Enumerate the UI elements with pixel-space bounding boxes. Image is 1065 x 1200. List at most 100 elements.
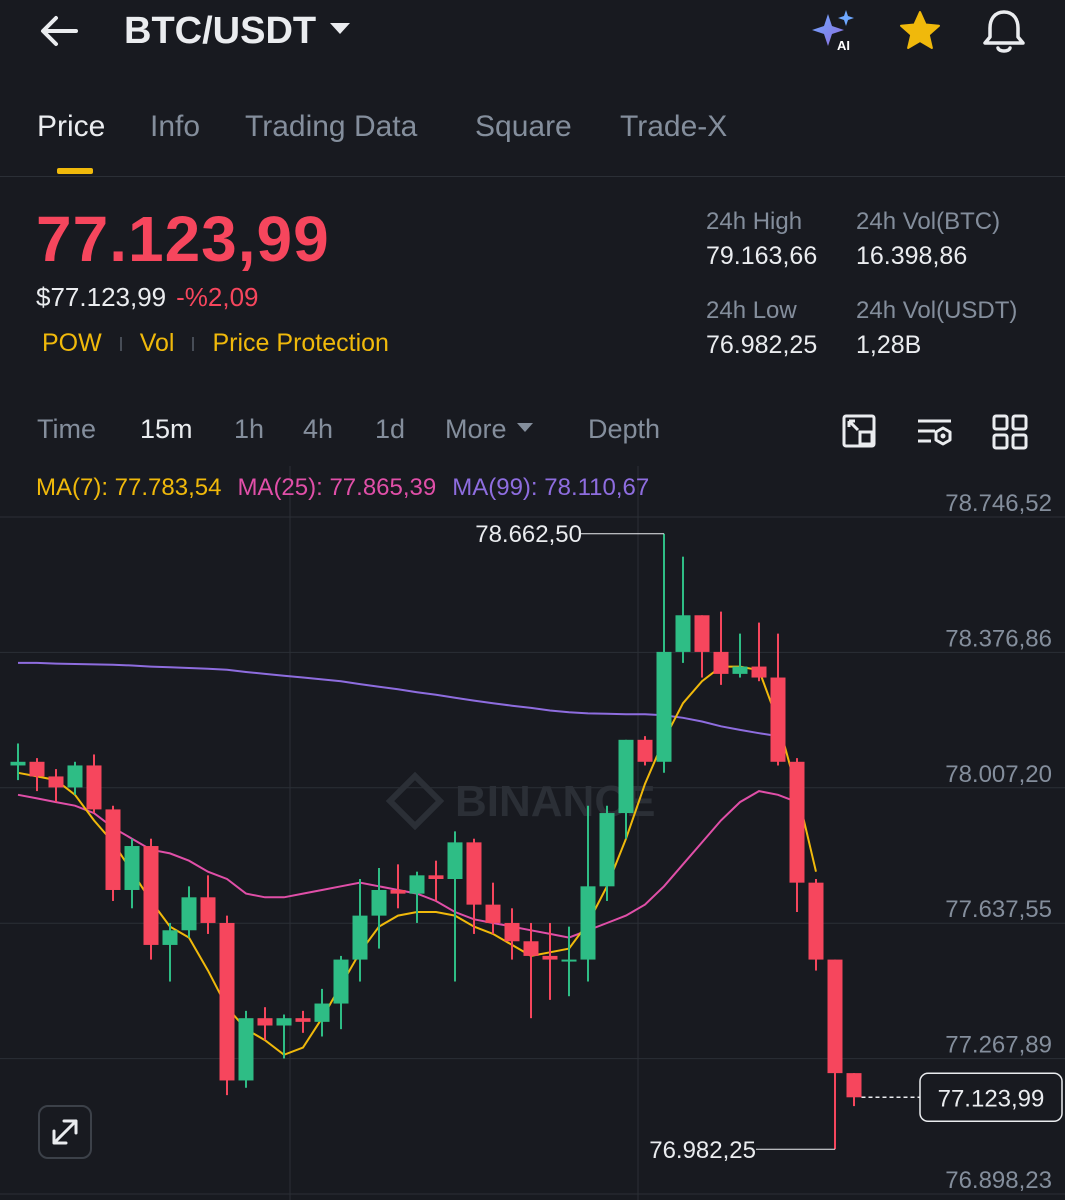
tab-trading-data[interactable]: Trading Data [245, 110, 418, 143]
candle [181, 886, 197, 938]
tab-square[interactable]: Square [475, 110, 572, 143]
candle-body [143, 846, 159, 945]
candle [656, 533, 672, 773]
candle [751, 622, 767, 682]
candle [713, 611, 729, 685]
candle-body [295, 1018, 311, 1022]
interval-15m[interactable]: 15m [140, 414, 193, 444]
interval-time[interactable]: Time [37, 414, 96, 444]
candle-body [352, 915, 368, 960]
high-marker-label: 78.662,50 [475, 521, 582, 548]
candle-body [124, 846, 140, 890]
candle [390, 864, 406, 909]
candle-body [675, 615, 691, 652]
candle-body [276, 1018, 292, 1026]
price-change: -%2,09 [176, 282, 259, 312]
y-axis-tick: 78.746,52 [945, 490, 1052, 517]
tab-price[interactable]: Price [37, 110, 106, 143]
candle-body [390, 889, 406, 894]
y-axis-tick: 77.637,55 [945, 896, 1052, 923]
tag-pow[interactable]: POW [42, 329, 102, 357]
current-price-label: 77.123,99 [938, 1085, 1045, 1112]
tag-vol[interactable]: Vol [139, 329, 175, 357]
tab-info[interactable]: Info [150, 110, 201, 143]
y-axis-tick: 77.267,89 [945, 1032, 1052, 1059]
pair-selector[interactable]: BTC/USDT [124, 8, 351, 54]
candle [846, 1073, 862, 1107]
candle-body [181, 897, 197, 931]
candle [276, 1014, 292, 1059]
candle-body [561, 959, 577, 962]
layout-grid-icon[interactable] [990, 412, 1030, 452]
candle-body [637, 739, 653, 762]
interval-bar: Time 15m 1h 4h 1d More Depth [0, 402, 1065, 462]
candle [770, 633, 786, 766]
stat-high-label: 24h High [706, 208, 803, 235]
pair-label: BTC/USDT [124, 10, 317, 52]
back-arrow-icon[interactable] [36, 8, 86, 54]
stat-low-value: 76.982,25 [706, 331, 818, 359]
candle-body [466, 842, 482, 905]
ai-sparkle-icon[interactable]: AI [808, 8, 860, 54]
candle [485, 882, 501, 934]
interval-1h[interactable]: 1h [234, 414, 265, 444]
indicator-settings-icon[interactable] [915, 412, 955, 452]
caret-down-icon [516, 423, 533, 433]
caret-down-icon [330, 23, 351, 35]
candle [409, 871, 425, 923]
tab-trade-x[interactable]: Trade-X [620, 110, 728, 143]
tag-price-protection[interactable]: Price Protection [212, 329, 389, 357]
fiat-price: $77.123,99 [36, 282, 167, 312]
expand-chart-icon[interactable] [38, 1105, 92, 1159]
candle [314, 988, 330, 1037]
candle [523, 922, 539, 1019]
interval-4h[interactable]: 4h [303, 414, 334, 444]
ma99-line [18, 661, 779, 738]
candle-body [371, 889, 387, 916]
candle [504, 908, 520, 960]
interval-depth[interactable]: Depth [588, 414, 661, 444]
bell-icon[interactable] [978, 6, 1030, 56]
y-axis-tick: 78.376,86 [945, 625, 1052, 652]
candle-body [200, 897, 216, 923]
candle [10, 743, 26, 781]
candle-body [238, 1018, 254, 1081]
candle-body [333, 959, 349, 1004]
candle-body [808, 882, 824, 960]
candle [637, 736, 653, 766]
candle [561, 926, 577, 997]
candle-body [732, 666, 748, 674]
star-icon[interactable] [896, 8, 944, 54]
candle [732, 633, 748, 678]
ma-legend: MA(7): 77.783,54 MA(25): 77.865,39 MA(99):… [36, 474, 649, 502]
candle [675, 556, 691, 663]
candle-body [162, 930, 178, 945]
candle-body [523, 941, 539, 956]
stat-low-label: 24h Low [706, 297, 797, 324]
candle-body [846, 1073, 862, 1098]
chart-settings-icon[interactable] [840, 412, 880, 452]
candle-body [48, 776, 64, 788]
ai-badge: AI [837, 38, 850, 53]
interval-more[interactable]: More [445, 414, 533, 445]
candle [542, 922, 558, 1000]
candle-body [86, 765, 102, 810]
candle-body [580, 886, 596, 960]
chart-labels: 78.746,52 78.376,86 78.007,20 77.637,55 77.2… [475, 490, 1063, 1194]
candlestick-chart[interactable]: BINANCE 78.746,5278.376,8678.007,2077.63… [0, 466, 1065, 1200]
last-price: 77.123,99 [36, 203, 330, 275]
candle-body [542, 955, 558, 960]
y-axis-tick: 78.007,20 [945, 761, 1052, 788]
tag-row: POW Vol Price Protection [42, 329, 389, 358]
candle-body [713, 651, 729, 674]
stat-vol-usdt-label: 24h Vol(USDT) [856, 297, 1018, 324]
candle-body [257, 1018, 273, 1026]
candle-body [618, 739, 634, 814]
current-price-box [919, 1072, 1063, 1123]
candle [295, 1010, 311, 1033]
candle-body [789, 761, 805, 883]
candle-body [770, 677, 786, 762]
interval-1d[interactable]: 1d [375, 414, 406, 444]
candle-body [599, 813, 615, 887]
ma25-legend: MA(25): 77.865,39 [237, 474, 437, 501]
